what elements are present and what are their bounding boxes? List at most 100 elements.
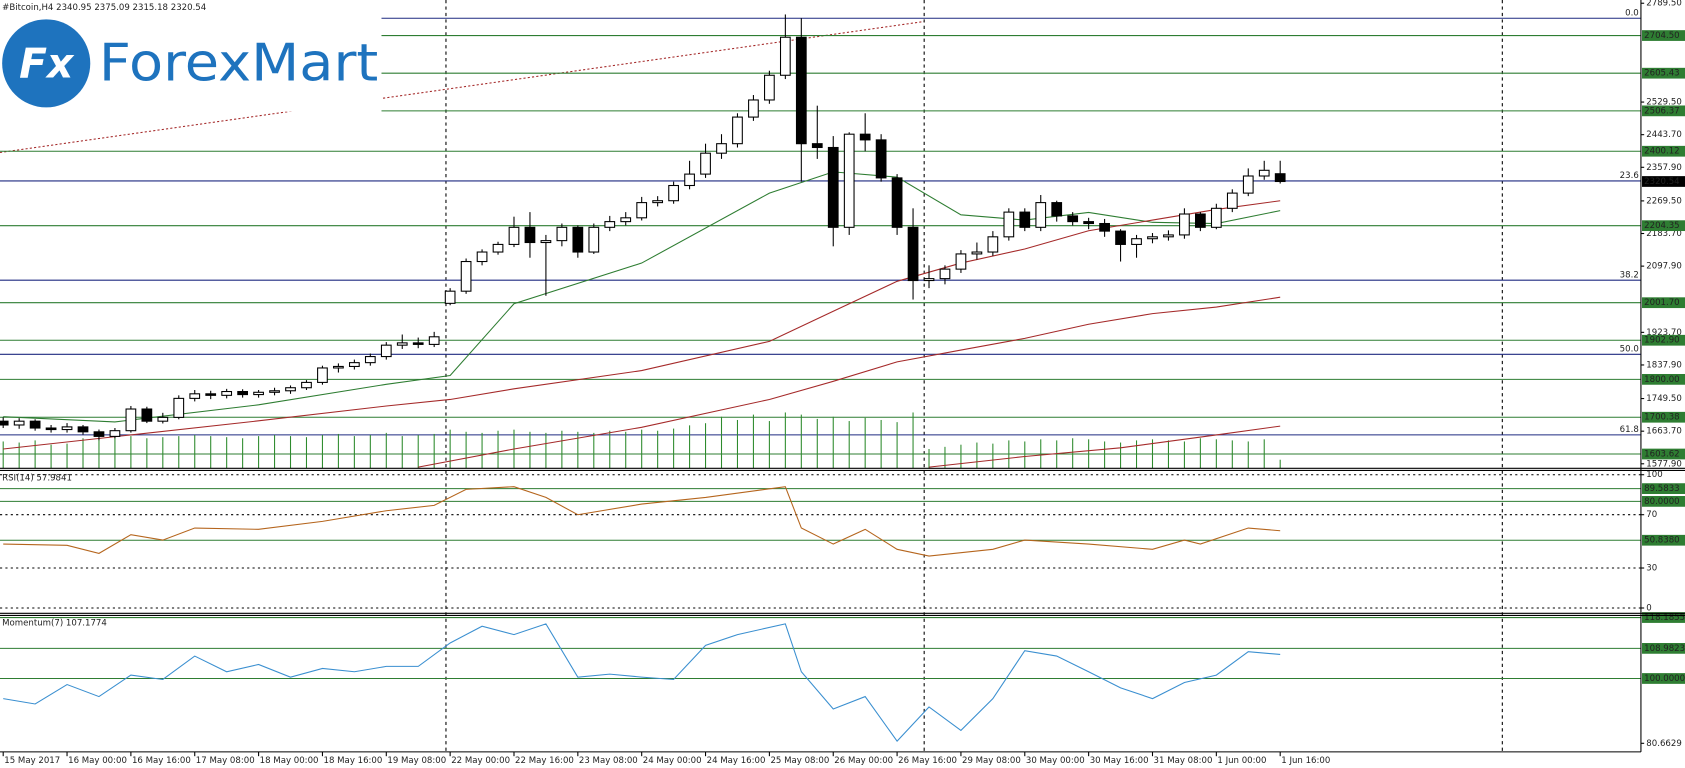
- candle-body: [1083, 221, 1095, 225]
- level-box: [1642, 612, 1685, 623]
- candle-body: [1147, 236, 1158, 240]
- y-tick-label: 1663.70: [1646, 427, 1681, 437]
- x-tick-label: 24 May 00:00: [643, 756, 702, 766]
- y-tick-label: 2269.50: [1646, 196, 1681, 206]
- x-tick-label: 18 May 16:00: [324, 756, 383, 766]
- candle-body: [764, 74, 775, 101]
- candle-body: [157, 416, 169, 422]
- candle-body: [955, 253, 967, 270]
- candle-body: [93, 431, 105, 437]
- x-tick-label: 15 May 2017: [4, 756, 60, 766]
- y-tick-label: 2357.90: [1646, 163, 1681, 173]
- candle-body: [987, 236, 999, 253]
- candle-body: [604, 221, 616, 228]
- candle-body: [843, 133, 855, 228]
- x-tick-label: 17 May 08:00: [196, 756, 255, 766]
- candle-body: [444, 290, 456, 304]
- logo-icon: [2, 19, 91, 108]
- x-tick-label: 22 May 16:00: [515, 756, 574, 766]
- trend-line: [0, 20, 925, 154]
- candle-body: [317, 367, 328, 383]
- fibo-label: 0.0: [1625, 8, 1639, 18]
- candle-body: [285, 387, 296, 392]
- candle-body: [508, 226, 520, 245]
- candle-body: [859, 133, 871, 141]
- candle-body: [205, 393, 217, 396]
- y-tick-label: 1837.90: [1646, 360, 1681, 370]
- level-label: 2400.12: [1644, 147, 1679, 157]
- fibo-label: 61.8: [1620, 425, 1639, 435]
- candle-body: [141, 408, 153, 422]
- candle-body: [540, 240, 552, 244]
- x-tick-label: 16 May 16:00: [132, 756, 191, 766]
- candle-body: [795, 36, 807, 145]
- candle-body: [77, 426, 89, 433]
- x-tick-label: 22 May 00:00: [451, 756, 510, 766]
- level-label: 108.9823: [1644, 644, 1685, 654]
- indicator-line: [3, 486, 1281, 557]
- candle-body: [572, 226, 584, 253]
- candle-body: [1131, 238, 1142, 245]
- candle-body: [29, 420, 41, 429]
- candle-body: [492, 243, 504, 253]
- level-label: 89.5833: [1644, 484, 1679, 494]
- x-tick-label: 1 Jun 00:00: [1217, 756, 1266, 766]
- x-tick-label: 19 May 08:00: [387, 756, 446, 766]
- y-tick-label: 2789.50: [1646, 0, 1681, 9]
- candle-body: [189, 393, 201, 399]
- panel-title: RSI(14) 57.9841: [2, 473, 72, 483]
- x-tick-label: 30 May 00:00: [1026, 756, 1085, 766]
- moving-average: [3, 171, 1281, 423]
- x-tick-label: 1 Jun 16:00: [1281, 756, 1330, 766]
- level-label: 1603.62: [1644, 450, 1679, 460]
- x-tick-label: 30 May 16:00: [1090, 756, 1149, 766]
- level-label: 2605.43: [1644, 69, 1679, 79]
- indicator-line: [3, 623, 1281, 742]
- candle-body: [811, 143, 823, 149]
- x-tick-label: 18 May 00:00: [260, 756, 319, 766]
- candle-body: [779, 36, 791, 76]
- x-tick-label: 16 May 00:00: [68, 756, 127, 766]
- candle-body: [125, 408, 137, 432]
- candle-body: [396, 342, 408, 346]
- candle-body: [1258, 169, 1270, 177]
- y-tick-label: 2183.70: [1646, 229, 1681, 239]
- level-label: 50.8380: [1644, 536, 1679, 546]
- candle-body: [1019, 211, 1031, 228]
- level-box: [1642, 105, 1685, 117]
- x-tick-label: 26 May 00:00: [834, 756, 893, 766]
- candle-body: [1274, 173, 1286, 183]
- level-label: 118.1855: [1644, 613, 1685, 623]
- candle-body: [0, 420, 9, 426]
- candle-body: [109, 430, 121, 437]
- y-tick-label: 100: [1646, 470, 1662, 480]
- level-box: [1642, 220, 1685, 232]
- y-tick-label: 0: [1646, 603, 1651, 613]
- candle-body: [237, 390, 249, 396]
- x-tick-label: 24 May 16:00: [707, 756, 766, 766]
- candle-body: [923, 278, 935, 282]
- candle-body: [348, 362, 360, 367]
- y-tick-label: 1577.90: [1646, 459, 1681, 469]
- candle-body: [827, 146, 839, 228]
- candle-body: [61, 426, 73, 431]
- candle-body: [907, 226, 919, 282]
- candle-body: [45, 427, 57, 431]
- y-tick-label: 30: [1646, 564, 1657, 574]
- candle-body: [1067, 215, 1079, 223]
- candle-body: [1163, 234, 1174, 238]
- candle-body: [1195, 213, 1206, 228]
- candle-body: [253, 391, 264, 396]
- candle-body: [1035, 202, 1047, 228]
- candle-body: [668, 184, 679, 202]
- fibo-label: 50.0: [1620, 344, 1639, 354]
- candle-body: [364, 356, 376, 364]
- y-tick-label: 1923.70: [1646, 328, 1681, 338]
- fibo-label: 23.6: [1620, 171, 1639, 181]
- current-price-box: [1642, 176, 1685, 187]
- candle-body: [652, 200, 664, 204]
